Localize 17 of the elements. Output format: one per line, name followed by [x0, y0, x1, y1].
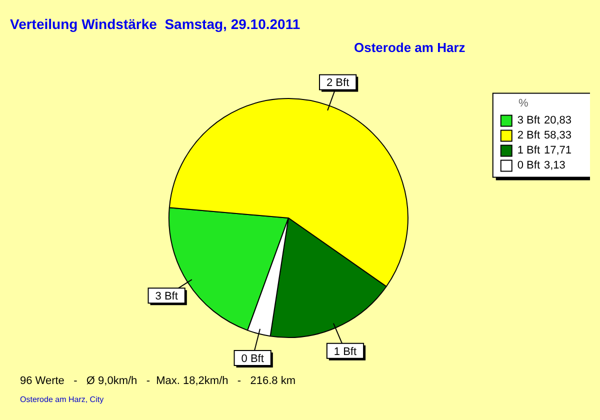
text: 96 Werte - Ø 9,0km/h - Max. 18,2km/h - 216.8 km — [20, 375, 296, 387]
chart-title: Verteilung Windstärke Samstag, 29.10.2011 — [10, 16, 300, 32]
slice-label: 3 Bft — [155, 290, 178, 303]
data-label: 58,33 — [544, 130, 572, 142]
data-label: 20,83 — [544, 114, 572, 127]
slice-label: 2 Bft — [326, 77, 350, 90]
slice-label: 1 Bft — [334, 346, 357, 358]
legend-label: 1 Bft — [517, 144, 540, 157]
slice-label: 0 Bft — [241, 353, 264, 366]
legend-label: 3 Bft — [517, 114, 540, 127]
legend-label: 0 Bft — [517, 160, 540, 172]
text: Osterode am Harz, City — [20, 395, 104, 404]
data-label: 17,71 — [544, 144, 572, 157]
chart-subtitle: Osterode am Harz — [354, 40, 466, 55]
legend-title: % — [518, 98, 529, 110]
data-label: 3,13 — [544, 160, 566, 172]
legend-label: 2 Bft — [517, 130, 540, 142]
